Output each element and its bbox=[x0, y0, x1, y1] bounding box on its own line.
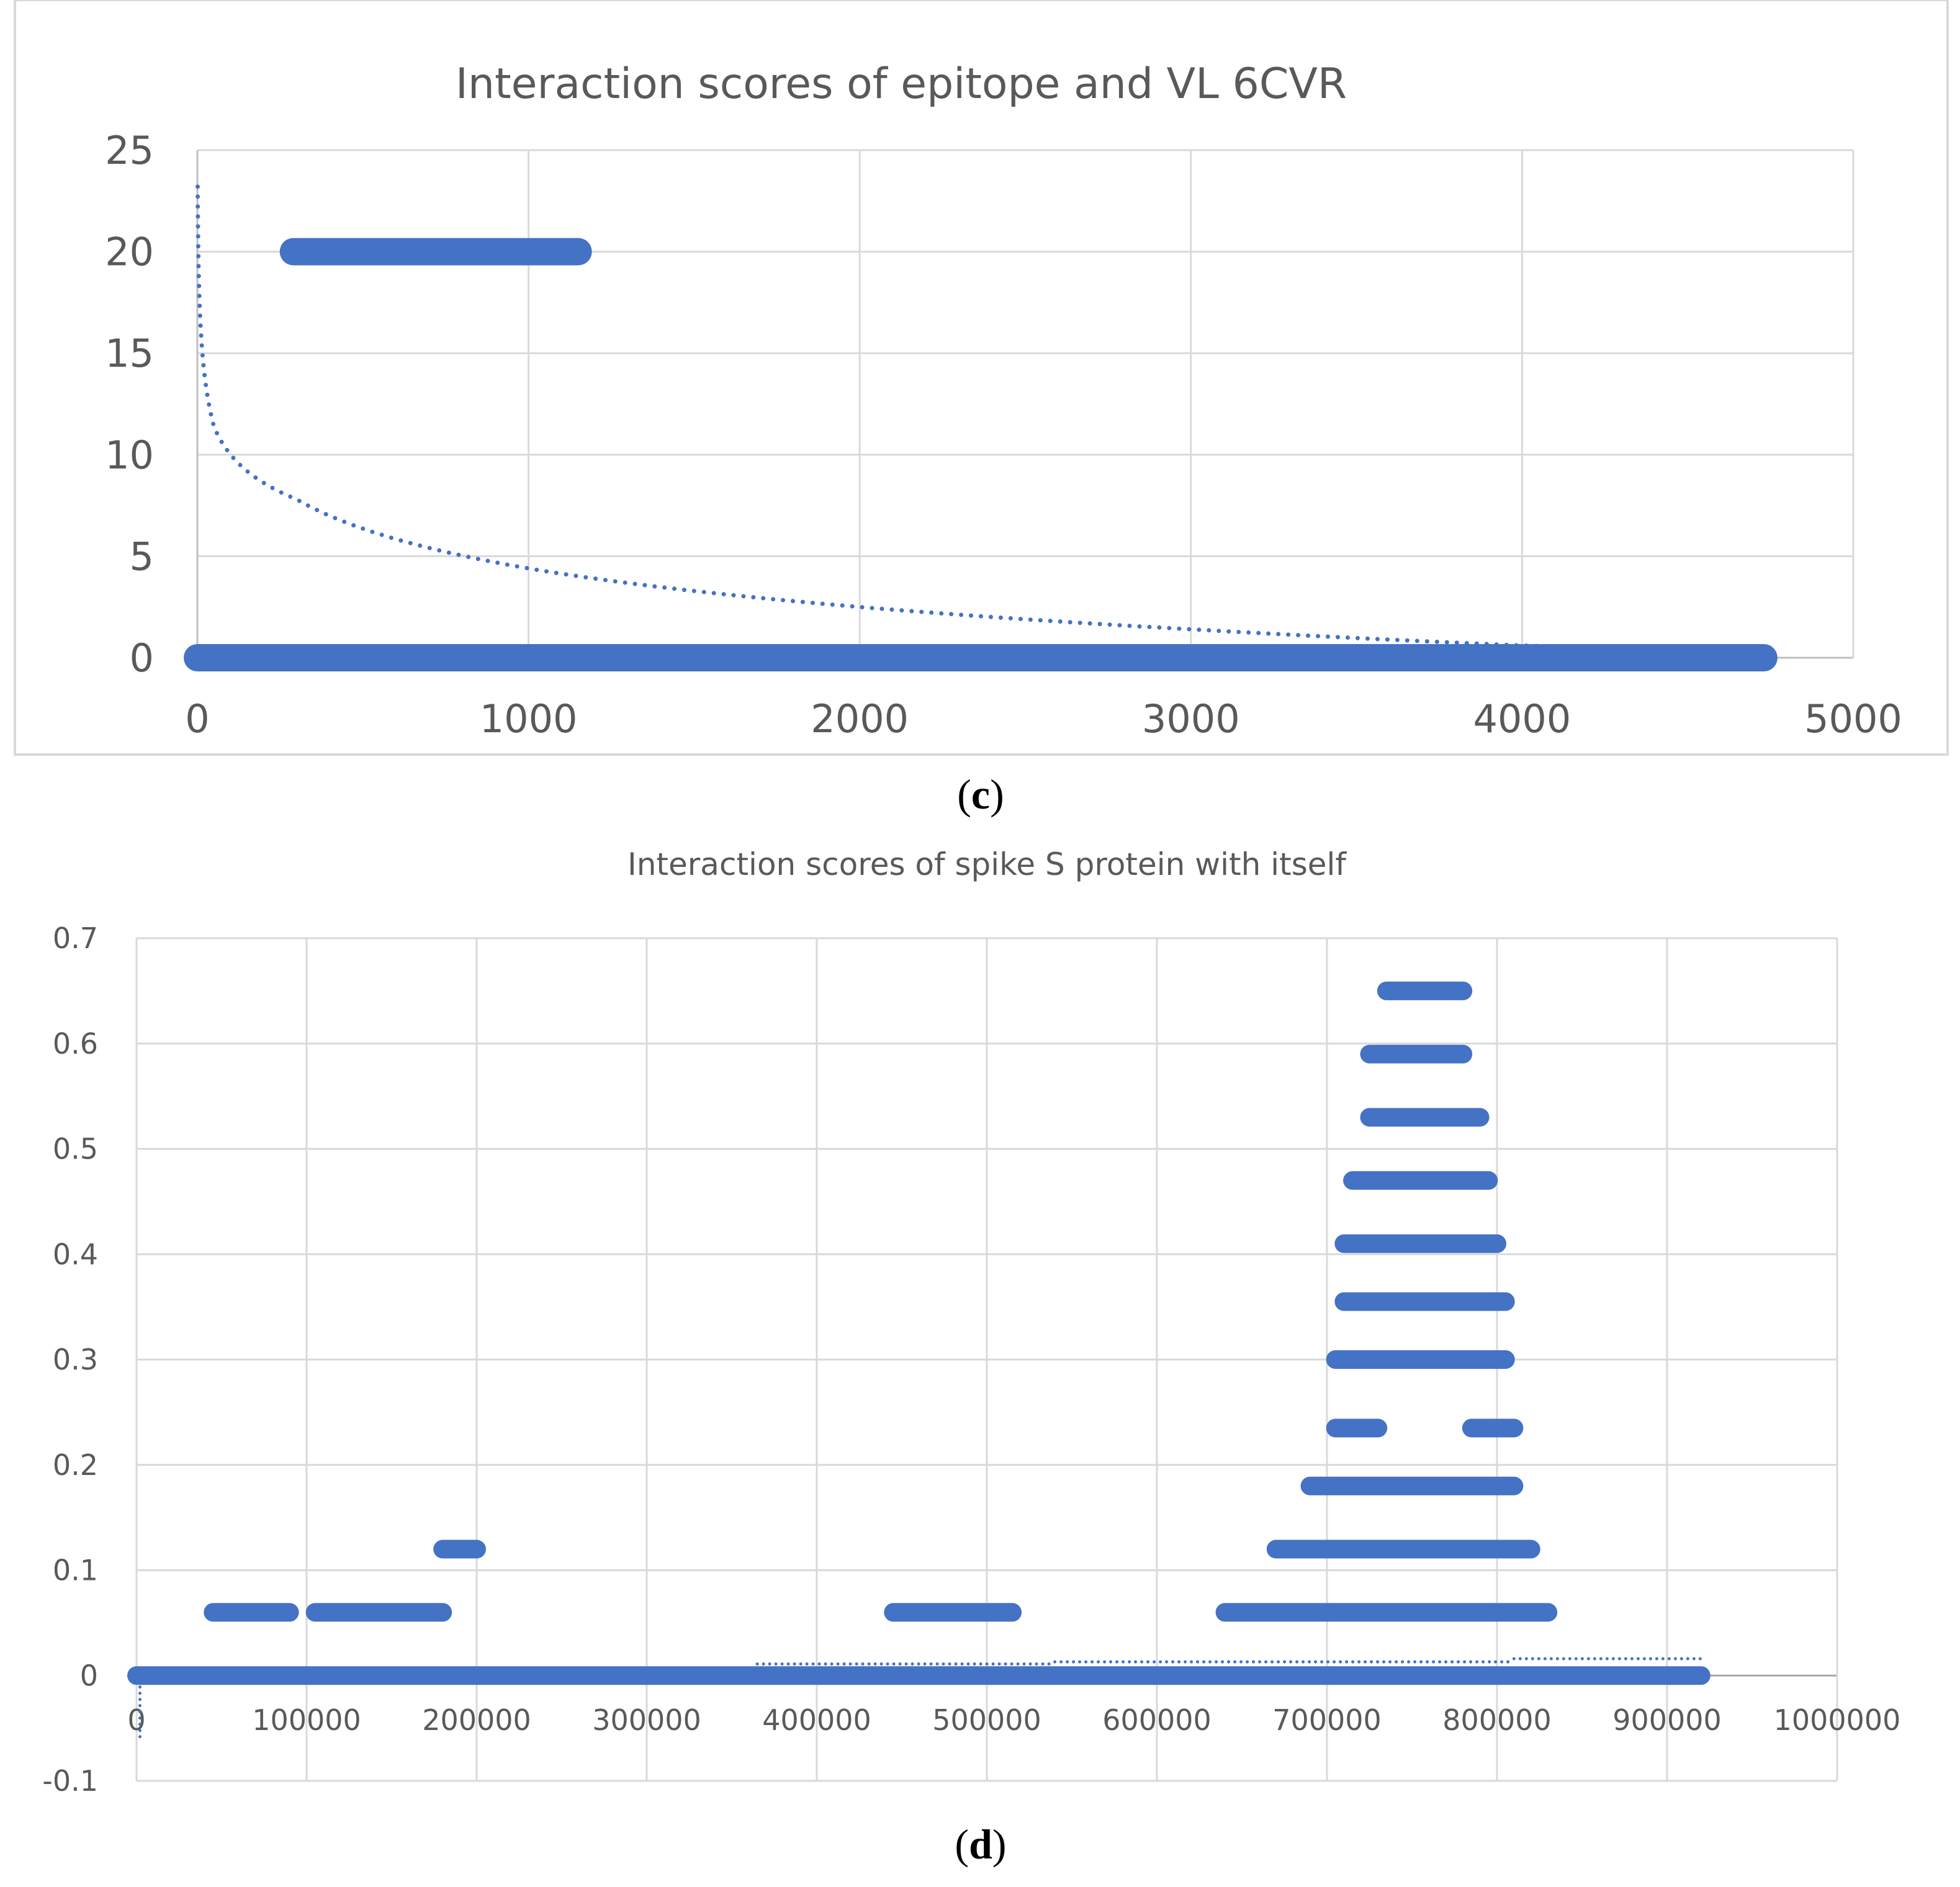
chart-d-y-tick-label: 0.4 bbox=[53, 1237, 98, 1271]
chart-d-y-tick-label: 0.1 bbox=[53, 1554, 98, 1587]
chart-d-x-tick-labels: 0 100000 200000 300000 400000 500000 600000 700… bbox=[127, 1703, 1900, 1737]
chart-c-y-tick-label: 20 bbox=[105, 230, 154, 275]
chart-c-title: Interaction scores of epitope and VL 6CV… bbox=[456, 60, 1347, 109]
chart-c-x-tick-label: 0 bbox=[185, 696, 209, 742]
panel-d-letter: d bbox=[969, 1821, 992, 1868]
chart-d-y-tick-label: 0.3 bbox=[53, 1343, 98, 1376]
chart-c-y-tick-label: 0 bbox=[130, 635, 154, 681]
chart-d-x-tick-label: 900000 bbox=[1612, 1703, 1722, 1737]
chart-d-y-tick-label: 0.7 bbox=[53, 921, 98, 955]
chart-d-trendline bbox=[138, 1657, 1703, 1741]
chart-d-y-tick-label: 0.2 bbox=[53, 1448, 98, 1482]
chart-c-x-tick-label: 4000 bbox=[1473, 696, 1571, 742]
chart-d-y-tick-label: 0.6 bbox=[53, 1027, 98, 1060]
chart-c-x-tick-label: 5000 bbox=[1804, 696, 1902, 742]
panel-label-d: (d) bbox=[955, 1821, 1006, 1868]
panel-label-c: (c) bbox=[957, 771, 1004, 818]
chart-c-x-tick-label: 3000 bbox=[1142, 696, 1240, 742]
panel-c-open: ( bbox=[957, 771, 971, 818]
chart-d-y-tick-labels: -0.1 0 0.1 0.2 0.3 0.4 0.5 0.6 0.7 bbox=[42, 921, 98, 1798]
chart-d-title: Interaction scores of spike S protein wi… bbox=[627, 846, 1347, 882]
chart-d-x-tick-label: 0 bbox=[127, 1703, 145, 1737]
chart-d-data-points bbox=[127, 981, 1711, 1685]
chart-d-gridlines bbox=[135, 937, 1838, 1782]
chart-c-trendline-path bbox=[196, 184, 1558, 649]
chart-d-x-tick-label: 100000 bbox=[252, 1703, 361, 1737]
chart-c-x-tick-label: 2000 bbox=[811, 696, 909, 742]
chart-d-x-tick-label: 300000 bbox=[592, 1703, 701, 1737]
chart-c-data-points bbox=[184, 238, 1778, 671]
chart-c-y-tick-labels: 0 5 10 15 20 25 bbox=[105, 128, 154, 681]
chart-d-x-tick-label: 1000000 bbox=[1774, 1703, 1901, 1737]
panel-c-letter: c bbox=[971, 771, 990, 818]
chart-d: Interaction scores of spike S protein wi… bbox=[42, 846, 1900, 1798]
chart-c: Interaction scores of epitope and VL 6CV… bbox=[14, 0, 1949, 756]
chart-d-y-tick-label: 0 bbox=[80, 1659, 98, 1692]
chart-d-x-tick-label: 500000 bbox=[932, 1703, 1041, 1737]
chart-d-x-tick-label: 700000 bbox=[1272, 1703, 1382, 1737]
chart-d-x-tick-label: 800000 bbox=[1442, 1703, 1552, 1737]
chart-c-trendline bbox=[196, 184, 1558, 649]
panel-c-close: ) bbox=[990, 771, 1004, 818]
chart-d-y-tick-label: 0.5 bbox=[53, 1132, 98, 1166]
chart-d-x-tick-label: 200000 bbox=[422, 1703, 531, 1737]
panel-d-close: ) bbox=[992, 1821, 1007, 1868]
chart-c-frame bbox=[14, 0, 1949, 756]
chart-c-x-tick-labels: 0 1000 2000 3000 4000 5000 bbox=[185, 696, 1902, 742]
chart-c-y-tick-label: 25 bbox=[105, 128, 154, 173]
chart-c-y-tick-label: 5 bbox=[130, 534, 154, 579]
chart-d-x-tick-label: 600000 bbox=[1102, 1703, 1212, 1737]
chart-d-x-tick-label: 400000 bbox=[762, 1703, 871, 1737]
chart-c-x-tick-label: 1000 bbox=[480, 696, 578, 742]
chart-c-y-tick-label: 15 bbox=[105, 331, 154, 376]
chart-d-y-tick-label: -0.1 bbox=[42, 1764, 98, 1798]
chart-c-y-tick-label: 10 bbox=[105, 433, 154, 478]
panel-d-open: ( bbox=[955, 1821, 969, 1868]
